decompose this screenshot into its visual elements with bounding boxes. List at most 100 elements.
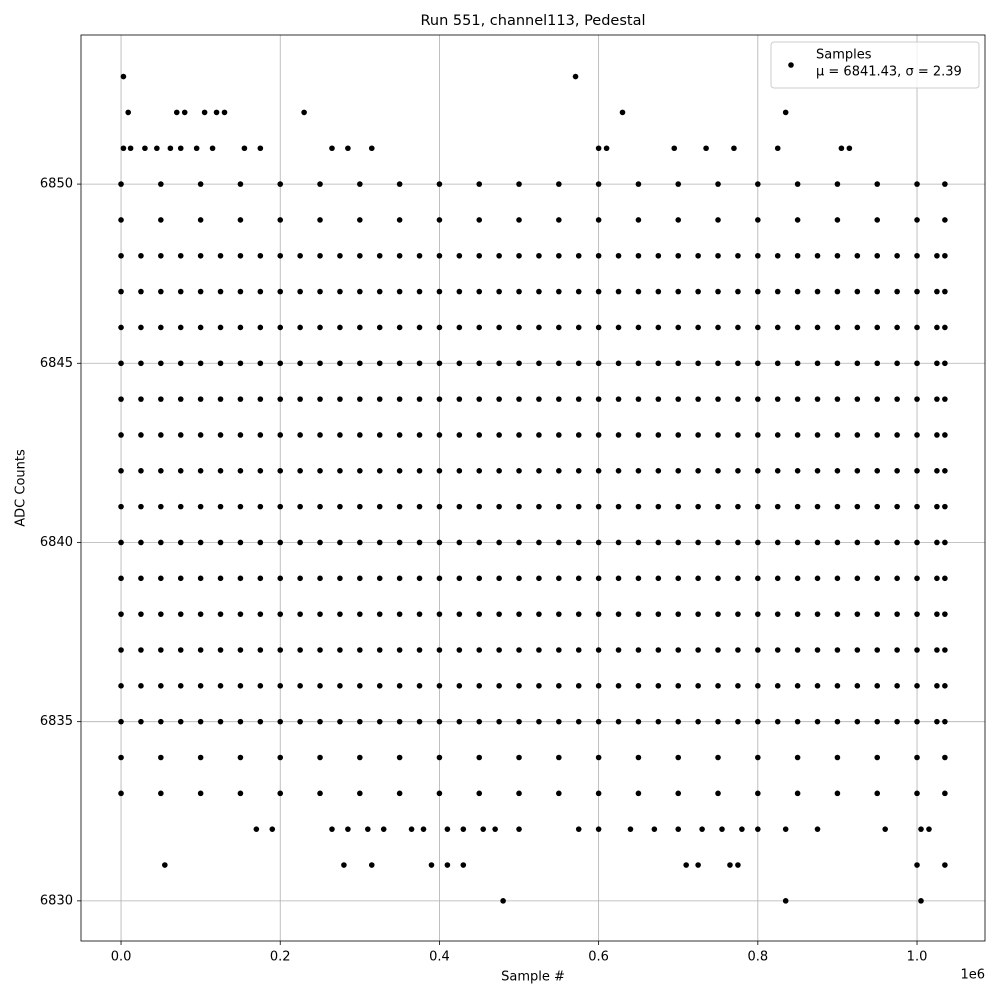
point [277, 539, 284, 546]
point [715, 432, 721, 438]
point [735, 288, 741, 295]
point [396, 611, 403, 617]
point [217, 360, 224, 367]
point [376, 683, 383, 689]
point [735, 683, 741, 689]
point [476, 432, 483, 438]
point [420, 826, 427, 832]
point [138, 683, 144, 689]
point [675, 432, 682, 438]
point [217, 718, 224, 725]
point [934, 718, 940, 725]
point [814, 432, 821, 438]
point [357, 539, 363, 546]
legend-label: Samples [816, 48, 872, 63]
point [635, 718, 642, 725]
point [914, 718, 920, 725]
point [257, 503, 264, 510]
point [197, 252, 204, 259]
point [317, 181, 323, 187]
point [739, 826, 745, 832]
point [536, 611, 542, 617]
point [237, 288, 244, 295]
point [926, 826, 932, 832]
point [337, 683, 343, 689]
point [556, 611, 562, 617]
point [516, 432, 522, 438]
point [675, 181, 682, 187]
point [846, 145, 853, 152]
point [715, 252, 721, 259]
point [695, 683, 701, 689]
point [874, 647, 881, 653]
point [575, 647, 582, 653]
point [138, 718, 144, 725]
point [854, 647, 861, 653]
point [655, 432, 662, 438]
point [416, 611, 423, 617]
point [416, 360, 423, 367]
point [158, 432, 164, 438]
point [735, 360, 741, 367]
point [671, 145, 678, 152]
point [516, 324, 522, 331]
point [942, 396, 948, 402]
point [703, 145, 709, 152]
y-axis-label: ADC Counts [14, 449, 29, 527]
point [794, 718, 801, 725]
point [154, 145, 160, 152]
point [556, 575, 562, 582]
point [874, 539, 881, 546]
point [731, 145, 737, 152]
point [536, 252, 542, 259]
y-tick-label: 6845 [40, 356, 73, 371]
point [755, 503, 761, 510]
point [814, 467, 821, 474]
point [914, 432, 920, 438]
point [635, 217, 642, 223]
point [217, 647, 224, 653]
point [118, 360, 124, 367]
point [317, 754, 323, 761]
point [516, 360, 522, 367]
x-tick-label: 1.0 [907, 950, 928, 965]
point [782, 898, 789, 904]
point [257, 396, 264, 402]
point [814, 252, 821, 259]
point [536, 575, 542, 582]
point [536, 467, 542, 474]
point [277, 217, 284, 223]
point [277, 611, 284, 617]
point [357, 217, 363, 223]
point [942, 324, 948, 331]
point [675, 539, 682, 546]
point [197, 718, 204, 725]
point [237, 647, 244, 653]
point [317, 252, 323, 259]
point [774, 288, 781, 295]
point [834, 503, 841, 510]
point [277, 181, 284, 187]
point [882, 826, 888, 832]
point [317, 432, 323, 438]
point [158, 252, 164, 259]
point [774, 539, 781, 546]
point [942, 647, 948, 653]
point [142, 145, 148, 152]
point [158, 718, 164, 725]
point [615, 611, 622, 617]
point [476, 575, 483, 582]
point [357, 575, 363, 582]
point [436, 611, 443, 617]
point [496, 432, 502, 438]
point [257, 539, 264, 546]
point [695, 611, 701, 617]
point [197, 503, 204, 510]
point [536, 432, 542, 438]
point [138, 324, 144, 331]
point [914, 288, 920, 295]
point [197, 647, 204, 653]
point [814, 539, 821, 546]
point [118, 718, 124, 725]
